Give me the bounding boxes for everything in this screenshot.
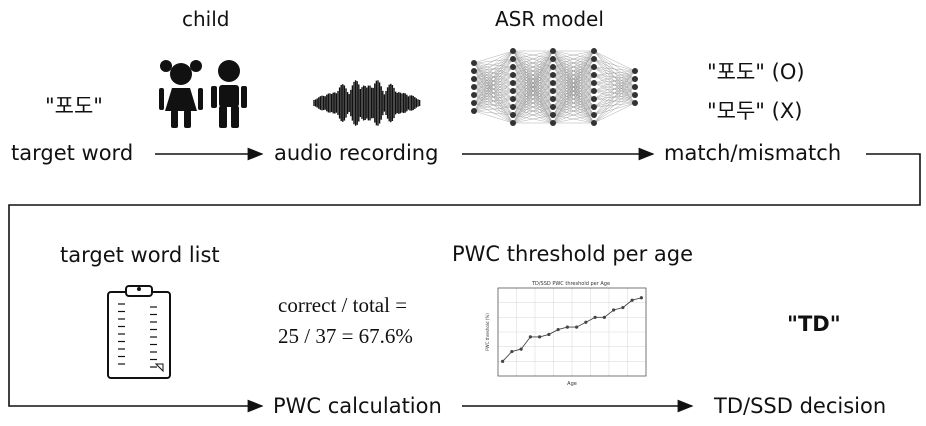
target-word-label: target word (11, 141, 134, 165)
audio-recording-label: audio recording (274, 141, 439, 165)
chart-xlabel: Age (567, 381, 577, 387)
child-label: child (182, 7, 230, 31)
chart-point (510, 349, 514, 354)
td-decision-value: "TD" (787, 312, 841, 336)
chart-point (556, 327, 560, 332)
chart-series-line (502, 297, 642, 362)
chart-ylabel: PWC threshold (%) (485, 313, 490, 351)
pwc-calculation-label: PWC calculation (273, 394, 442, 418)
td-ssd-decision-label: TD/SSD decision (714, 394, 887, 418)
chart-point (575, 325, 579, 329)
chart-point (547, 332, 551, 337)
connector-row1-to-row2 (8, 153, 921, 413)
chart-point (584, 320, 588, 324)
target-word-example: "포도" (45, 94, 103, 118)
chart-point (621, 305, 625, 310)
asr-model-label: ASR model (495, 7, 604, 31)
target-word-list-label: target word list (60, 243, 220, 267)
chart-point (602, 315, 606, 319)
formula-line-1: correct / total = (278, 293, 408, 317)
chart-title: TD/SSD PWC threshold per Age (531, 281, 610, 287)
chart-point (630, 298, 634, 302)
formula-line-2: 25 / 37 = 67.6% (278, 324, 413, 348)
chart-point (519, 347, 523, 351)
chart-point (593, 315, 597, 319)
match-mismatch-label: match/mismatch (664, 141, 842, 165)
chart-point (528, 335, 532, 339)
chart-point (612, 308, 616, 312)
chart-point (501, 359, 505, 363)
match-correct-example: "포도" (O) (707, 60, 805, 84)
chart-point (639, 296, 643, 300)
chart-point (538, 335, 542, 339)
match-wrong-example: "모두" (X) (707, 99, 803, 123)
pwc-threshold-title: PWC threshold per age (452, 242, 694, 266)
chart-point (565, 325, 569, 329)
